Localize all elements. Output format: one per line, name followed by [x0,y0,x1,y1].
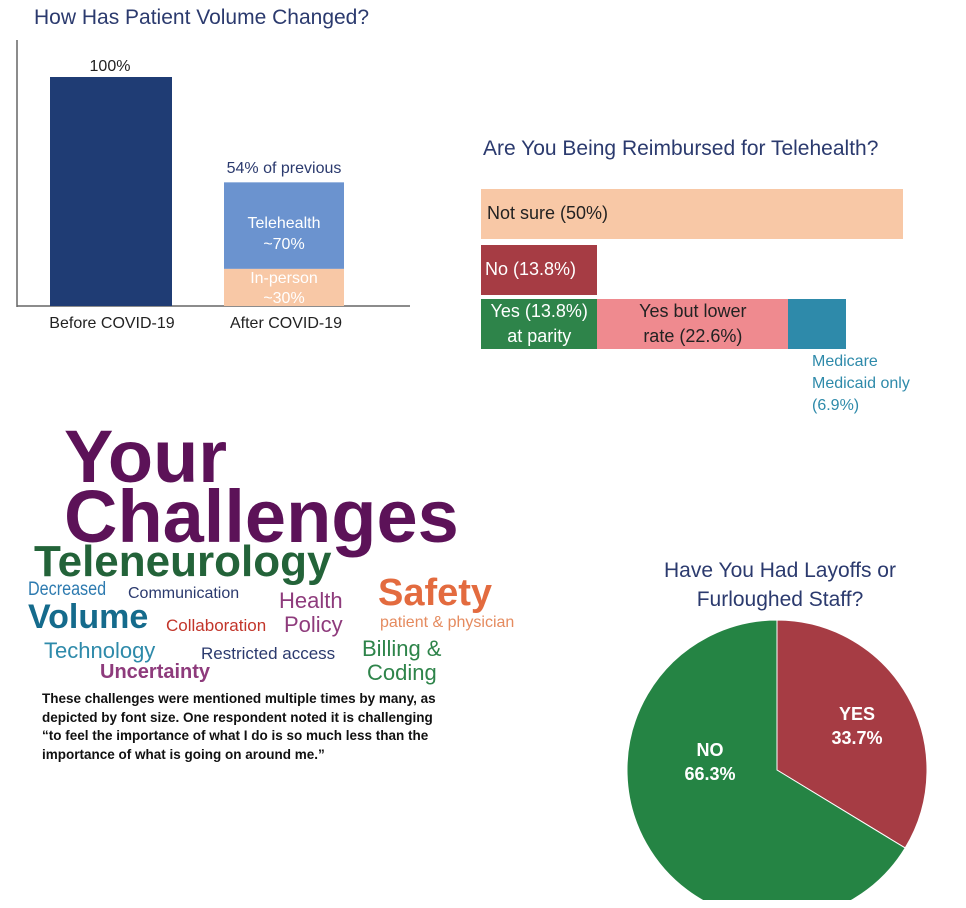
bar-yes-parity-label: Yes (13.8%) at parity [481,299,597,349]
bar-no: No (13.8%) [481,245,598,295]
word-safety: Safety [378,572,493,614]
category-before: Before COVID-19 [49,315,175,332]
pie-slice-yes [776,619,928,849]
bar-not-sure: Not sure (50%) [481,189,903,239]
bar-yes-lower-rate-label-line2: rate (22.6%) [643,326,743,346]
word-uncertainty: Uncertainty [100,661,211,683]
data-label-before: 100% [89,58,131,75]
challenges-note-line3: “to feel the importance of what I do is … [42,728,429,743]
word-coding: Coding [367,660,437,685]
category-after: After COVID-19 [229,315,343,332]
word-patient-physician: patient & physician [380,614,515,631]
telehealth-label-value: ~70% [263,236,305,253]
bar-yes-lower-rate-label: Yes but lower rate (22.6%) [597,299,788,349]
layoffs-title-line2: Furloughed Staff? [696,588,864,611]
medicare-label-line1: Medicare [812,353,878,370]
in-person-label-value: ~30% [263,290,305,307]
pie-label-yes: YES 33.7% [812,702,902,750]
challenges-note: These challenges were mentioned multiple… [42,690,522,764]
pie-label-no-value: 66.3% [684,764,736,784]
pie-label-yes-value: 33.7% [831,728,883,748]
word-communication: Communication [128,585,240,602]
bar-yes-parity-label-line1: Yes (13.8%) [490,301,588,321]
medicare-label-line2: Medicaid only [812,375,910,392]
bar-after-telehealth [224,182,344,269]
bar-no-label: No (13.8%) [485,259,577,279]
bar-after-in-person [224,268,344,306]
bar-yes-parity: Yes (13.8%) at parity [481,299,598,349]
layoffs-title-line1: Have You Had Layoffs or [664,559,896,582]
word-volume: Volume [28,598,149,636]
word-restricted-access: Restricted access [201,644,336,663]
layoffs-pie [626,619,928,900]
volume-chart [16,40,410,307]
medicare-label-line3: (6.9%) [812,397,860,414]
word-policy: Policy [284,612,343,637]
telehealth-label-name: Telehealth [247,215,321,232]
pie-slice-no [626,619,906,900]
data-label-after: 54% of previous [226,160,342,177]
word-teleneurology: Teleneurology [34,537,332,586]
bar-medicare-medicaid-label: Medicare Medicaid only (6.9%) [812,351,910,417]
word-health: Health [279,588,343,613]
volume-chart-title: How Has Patient Volume Changed? [34,6,370,29]
word-billing: Billing & [362,636,442,661]
pie-label-no: NO 66.3% [665,738,755,786]
bar-not-sure-label: Not sure (50%) [487,203,609,223]
challenges-note-line2: depicted by font size. One respondent no… [42,709,433,725]
bar-before-covid [50,77,172,306]
challenges-note-line4: importance of what is going on around me… [42,746,325,762]
in-person-label-name: In-person [250,270,318,287]
challenges-note-line1: These challenges were mentioned multiple… [42,691,436,706]
bar-yes-lower-rate-label-line1: Yes but lower [639,301,747,321]
bar-yes-lower-rate: Yes but lower rate (22.6%) [597,299,789,349]
reimbursement-chart-title: Are You Being Reimbursed for Telehealth? [483,137,879,160]
pie-label-no-name: NO [696,740,724,760]
in-person-label: In-person ~30% [224,269,344,309]
word-decreased: Decreased [28,579,107,600]
telehealth-label: Telehealth ~70% [224,213,344,255]
bar-medicare-medicaid [788,299,847,349]
pie-label-yes-name: YES [838,704,876,724]
bar-yes-parity-label-line2: at parity [507,326,572,346]
wordcloud-title-line1: Your [64,415,228,498]
wordcloud-title-line2: Challenges [64,475,459,558]
word-collaboration: Collaboration [166,616,267,635]
layoffs-chart-title: Have You Had Layoffs or Furloughed Staff… [620,556,940,614]
word-technology: Technology [44,638,156,663]
